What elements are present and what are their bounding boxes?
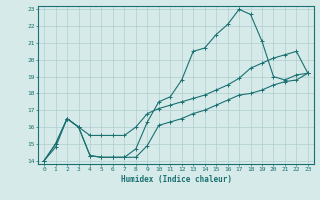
X-axis label: Humidex (Indice chaleur): Humidex (Indice chaleur) bbox=[121, 175, 231, 184]
